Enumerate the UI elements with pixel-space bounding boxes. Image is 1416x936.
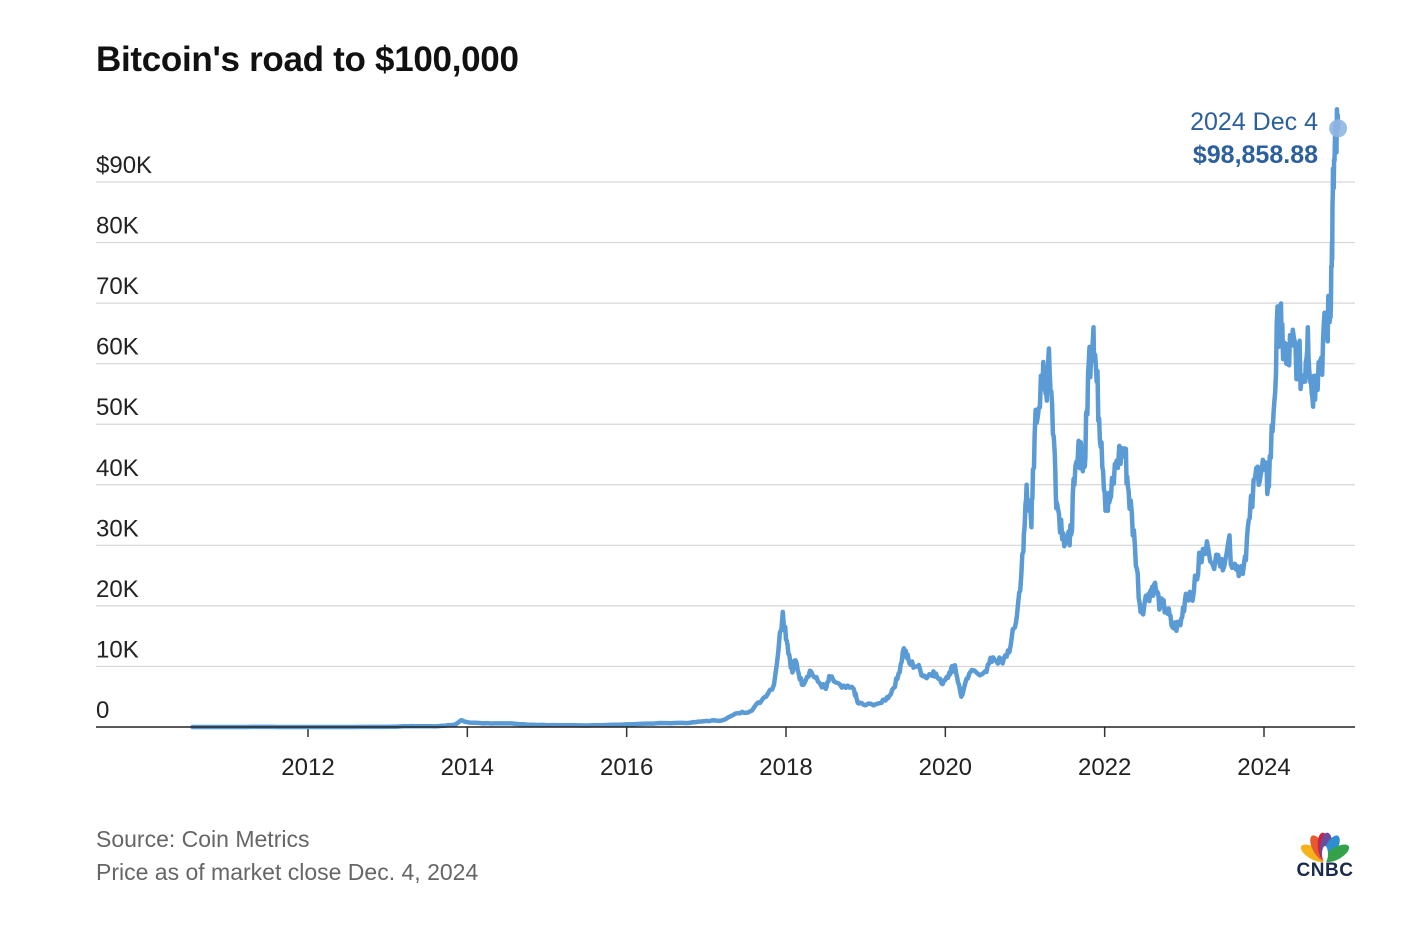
x-axis-ticks: 2012 2014 2016 2018 2020 2022 2024 bbox=[281, 727, 1291, 781]
annotation-price-label: $98,858.88 bbox=[1193, 141, 1318, 169]
x-tick-label: 2016 bbox=[600, 754, 653, 781]
footer-source: Source: Coin Metrics Price as of market … bbox=[96, 823, 478, 889]
x-tick-label: 2012 bbox=[281, 754, 334, 781]
y-tick-label: 20K bbox=[96, 576, 139, 603]
y-tick-label: 80K bbox=[96, 213, 139, 240]
peacock-body bbox=[1322, 846, 1328, 862]
x-tick-label: 2024 bbox=[1237, 754, 1290, 781]
x-tick-label: 2022 bbox=[1078, 754, 1131, 781]
cnbc-peacock-icon bbox=[1300, 832, 1350, 862]
price-note-text: Price as of market close Dec. 4, 2024 bbox=[96, 859, 479, 885]
source-text: Source: Coin Metrics bbox=[96, 826, 310, 852]
peacock-feather bbox=[1324, 844, 1350, 862]
y-tick-label: 60K bbox=[96, 334, 139, 361]
x-tick-label: 2020 bbox=[919, 754, 972, 781]
grid-lines bbox=[96, 181, 1355, 668]
chart-title: Bitcoin's road to $100,000 bbox=[96, 40, 519, 79]
y-tick-label: 0 bbox=[96, 697, 109, 724]
series-line-bitcoin-price bbox=[190, 107, 1341, 730]
y-axis-ticks: 0 10K 20K 30K 40K 50K 60K 70K 80K $90K bbox=[96, 152, 152, 724]
y-tick-label: $90K bbox=[96, 152, 152, 179]
cnbc-logo-text: CNBC bbox=[1296, 860, 1354, 881]
x-tick-label: 2018 bbox=[759, 754, 812, 781]
y-tick-label: 70K bbox=[96, 273, 139, 300]
y-tick-label: 40K bbox=[96, 455, 139, 482]
y-tick-label: 50K bbox=[96, 394, 139, 421]
annotation-date-label: 2024 Dec 4 bbox=[1190, 108, 1318, 136]
y-tick-label: 30K bbox=[96, 515, 139, 542]
annotation-point bbox=[1329, 119, 1348, 138]
x-tick-label: 2014 bbox=[441, 754, 494, 781]
cnbc-logo: CNBC bbox=[1290, 826, 1360, 882]
y-tick-label: 10K bbox=[96, 636, 139, 663]
